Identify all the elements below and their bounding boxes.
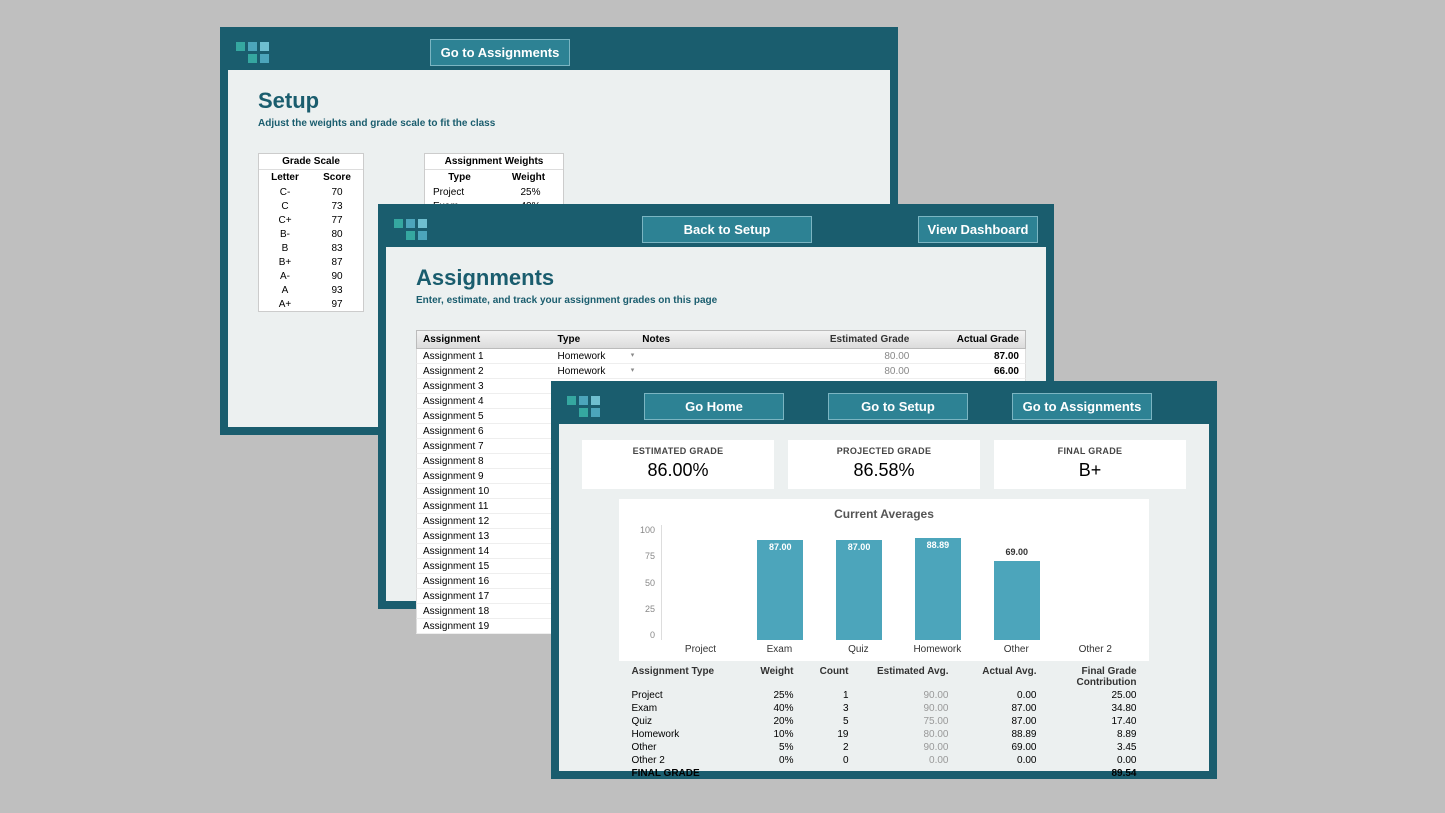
- grade-scale-title: Grade Scale: [259, 154, 363, 169]
- y-tick: 100: [633, 525, 655, 535]
- weights-row: Project25%: [425, 185, 563, 199]
- col-score: Score: [311, 170, 363, 185]
- col-actual: Actual Grade: [915, 331, 1025, 348]
- summary-table: Assignment Type Weight Count Estimated A…: [632, 665, 1137, 780]
- bars: 87.00 87.00 88.89 69.00: [661, 525, 1135, 640]
- col-weight: Weight: [494, 170, 563, 185]
- weights-title: Assignment Weights: [425, 154, 563, 169]
- metric-card: ESTIMATED GRADE 86.00%: [582, 440, 774, 489]
- col-letter: Letter: [259, 170, 311, 185]
- col-type: Type: [552, 331, 637, 348]
- col-assignment-type: Assignment Type: [632, 666, 732, 688]
- bar-column: 88.89: [900, 525, 976, 640]
- assignments-subtitle: Enter, estimate, and track your assignme…: [416, 295, 1016, 306]
- x-label: Homework: [898, 640, 977, 655]
- col-notes: Notes: [636, 331, 786, 348]
- grade-scale-row: B83: [259, 241, 363, 255]
- y-tick: 0: [633, 630, 655, 640]
- logo-icon: [394, 219, 427, 240]
- y-tick: 75: [633, 551, 655, 561]
- col-assignment: Assignment: [417, 331, 552, 348]
- col-estimated: Estimated Grade: [786, 331, 916, 348]
- assignment-row[interactable]: Assignment 2Homework▾80.0066.00: [416, 364, 1026, 379]
- grade-scale-row: A+97: [259, 297, 363, 311]
- back-to-setup-button[interactable]: Back to Setup: [642, 216, 812, 243]
- metric-label: ESTIMATED GRADE: [582, 446, 774, 456]
- logo-icon: [567, 396, 600, 417]
- dropdown-icon[interactable]: ▾: [631, 366, 635, 374]
- metrics-row: ESTIMATED GRADE 86.00% PROJECTED GRADE 86.5…: [579, 440, 1189, 489]
- summary-row: Exam40%390.0087.0034.80: [632, 702, 1137, 715]
- grade-scale-row: A93: [259, 283, 363, 297]
- setup-header: Go to Assignments: [228, 35, 890, 70]
- setup-title: Setup: [258, 88, 860, 114]
- col-act-avg: Actual Avg.: [949, 666, 1037, 688]
- assignments-header: Back to Setup View Dashboard: [386, 212, 1046, 247]
- summary-row: Project25%190.000.0025.00: [632, 689, 1137, 702]
- col-contrib: Final Grade Contribution: [1037, 666, 1137, 688]
- assignments-title: Assignments: [416, 265, 1016, 291]
- chart-title: Current Averages: [633, 507, 1135, 521]
- metric-card: FINAL GRADE B+: [994, 440, 1186, 489]
- chart-card: Current Averages 100 75 50 25 0 87.00 87.00 88…: [619, 499, 1149, 661]
- final-label: FINAL GRADE: [632, 768, 732, 779]
- x-label: Project: [661, 640, 740, 655]
- col-count: Count: [794, 666, 849, 688]
- metric-value: 86.58%: [788, 460, 980, 481]
- col-est-avg: Estimated Avg.: [849, 666, 949, 688]
- view-dashboard-button[interactable]: View Dashboard: [918, 216, 1038, 243]
- bar: 87.00: [836, 540, 882, 640]
- x-label: Other: [977, 640, 1056, 655]
- dashboard-header: Go Home Go to Setup Go to Assignments: [559, 389, 1209, 424]
- metric-label: FINAL GRADE: [994, 446, 1186, 456]
- bar: 69.00: [994, 561, 1040, 640]
- bar-column: 87.00: [742, 525, 818, 640]
- grade-scale-row: B+87: [259, 255, 363, 269]
- bar: 87.00: [757, 540, 803, 640]
- x-label: Quiz: [819, 640, 898, 655]
- bar-value: 87.00: [836, 542, 882, 552]
- dashboard-window: Go Home Go to Setup Go to Assignments ES…: [551, 381, 1217, 779]
- y-tick: 25: [633, 604, 655, 614]
- x-label: Other 2: [1056, 640, 1135, 655]
- bar-value: 69.00: [994, 547, 1040, 557]
- metric-card: PROJECTED GRADE 86.58%: [788, 440, 980, 489]
- col-type: Type: [425, 170, 494, 185]
- final-value: 89.54: [1037, 768, 1137, 779]
- bar-column: 69.00: [979, 525, 1055, 640]
- grade-scale-row: B-80: [259, 227, 363, 241]
- summary-row: Homework10%1980.0088.898.89: [632, 728, 1137, 741]
- metric-label: PROJECTED GRADE: [788, 446, 980, 456]
- go-to-setup-button[interactable]: Go to Setup: [828, 393, 968, 420]
- col-weight: Weight: [732, 666, 794, 688]
- bar-column: [1058, 525, 1134, 640]
- logo-icon: [236, 42, 269, 63]
- final-grade-row: FINAL GRADE 89.54: [632, 767, 1137, 780]
- go-to-assignments-button[interactable]: Go to Assignments: [1012, 393, 1152, 420]
- y-tick: 50: [633, 578, 655, 588]
- bar-value: 88.89: [915, 540, 961, 550]
- grade-scale-row: C73: [259, 199, 363, 213]
- x-axis: ProjectExamQuizHomeworkOtherOther 2: [661, 640, 1135, 655]
- bar-column: [664, 525, 740, 640]
- assignment-row[interactable]: Assignment 1Homework▾80.0087.00: [416, 349, 1026, 364]
- bar: 88.89: [915, 538, 961, 640]
- y-axis: 100 75 50 25 0: [633, 525, 661, 640]
- grade-scale-row: C-70: [259, 185, 363, 199]
- summary-row: Other5%290.0069.003.45: [632, 741, 1137, 754]
- dropdown-icon[interactable]: ▾: [631, 351, 635, 359]
- metric-value: 86.00%: [582, 460, 774, 481]
- summary-row: Other 20%00.000.000.00: [632, 754, 1137, 767]
- grade-scale-table: Grade Scale Letter Score C-70C73C+77B-80…: [258, 153, 364, 312]
- setup-subtitle: Adjust the weights and grade scale to fi…: [258, 118, 860, 129]
- metric-value: B+: [994, 460, 1186, 481]
- bar-column: 87.00: [821, 525, 897, 640]
- grade-scale-row: C+77: [259, 213, 363, 227]
- go-home-button[interactable]: Go Home: [644, 393, 784, 420]
- summary-row: Quiz20%575.0087.0017.40: [632, 715, 1137, 728]
- go-to-assignments-button[interactable]: Go to Assignments: [430, 39, 570, 66]
- bar-value: 87.00: [757, 542, 803, 552]
- grade-scale-row: A-90: [259, 269, 363, 283]
- x-label: Exam: [740, 640, 819, 655]
